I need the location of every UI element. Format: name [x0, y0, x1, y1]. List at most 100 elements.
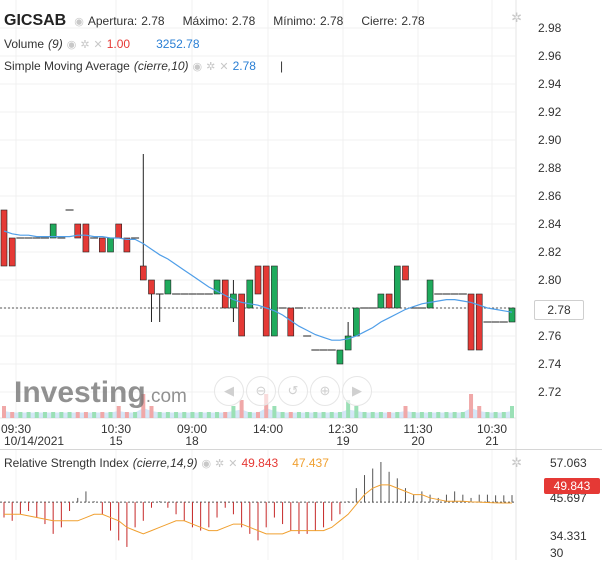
- volume-value-blue: 3252.78: [156, 37, 200, 51]
- x-tick-date: 10/14/2021: [4, 434, 64, 448]
- scroll-left-icon[interactable]: ◀: [214, 376, 244, 406]
- maximo-value: 2.78: [231, 14, 256, 28]
- candle-down: [254, 265, 262, 295]
- volume-bar: [485, 412, 490, 418]
- candle-up: [508, 307, 516, 323]
- volume-bar: [264, 394, 269, 418]
- candle-down: [115, 223, 123, 239]
- candle-up: [164, 279, 172, 295]
- x-tick-date: 18: [185, 434, 199, 448]
- volume-bar: [378, 412, 383, 418]
- close-icon[interactable]: ✕: [93, 38, 103, 51]
- volume-bar: [305, 412, 310, 418]
- volume-bar: [59, 412, 64, 418]
- apertura-label: Apertura:: [87, 14, 138, 28]
- volume-bar: [362, 412, 367, 418]
- volume-bar: [10, 412, 15, 418]
- volume-bar: [239, 400, 244, 418]
- volume-bar: [288, 412, 293, 418]
- symbol-label: GICSAB: [4, 12, 67, 29]
- candle-up: [344, 335, 352, 351]
- volume-bar: [100, 412, 105, 418]
- eye-icon[interactable]: ◉: [192, 60, 203, 73]
- volume-bar: [501, 412, 506, 418]
- logo-suffix: .com: [145, 386, 187, 407]
- volume-bar: [452, 412, 457, 418]
- y-tick-label: 2.94: [538, 77, 562, 91]
- rsi-value-orange: 47.437: [292, 456, 329, 470]
- volume-bar: [256, 412, 260, 418]
- eye-icon[interactable]: ◉: [201, 457, 212, 470]
- gear-icon[interactable]: ✲: [206, 60, 216, 73]
- x-tick-date: 19: [336, 434, 350, 448]
- candle-down: [8, 237, 16, 267]
- volume-bar: [296, 412, 301, 418]
- candle-down: [148, 279, 155, 295]
- gear-icon[interactable]: ✲: [511, 10, 522, 25]
- maximo-label: Máximo:: [182, 14, 228, 28]
- candle-down: [467, 293, 475, 351]
- candle-up: [246, 279, 254, 309]
- volume-bar: [149, 406, 154, 418]
- rsi-param: (cierre,14,9): [132, 456, 198, 470]
- y-tick-label: 2.82: [538, 245, 562, 259]
- y-tick-label: 2.72: [538, 385, 562, 399]
- volume-param: (9): [48, 37, 63, 51]
- volume-bar: [444, 412, 449, 418]
- candle-up: [213, 279, 221, 295]
- x-tick-date: 20: [411, 434, 425, 448]
- gear-icon[interactable]: ✲: [80, 38, 90, 51]
- scroll-right-icon[interactable]: ▶: [342, 376, 372, 406]
- eye-icon[interactable]: ◉: [74, 15, 84, 28]
- candle-down: [74, 223, 82, 239]
- rsi-y-tick-label: 57.063: [550, 456, 587, 470]
- x-tick-time: 09:00: [177, 422, 207, 436]
- candle-up: [271, 265, 278, 337]
- volume-bar: [370, 412, 375, 418]
- volume-bar: [231, 406, 236, 418]
- candle-up: [49, 223, 57, 239]
- gear-icon[interactable]: ✲: [511, 455, 522, 470]
- volume-bar: [337, 412, 342, 418]
- volume-bar: [272, 406, 277, 418]
- volume-bar: [387, 412, 392, 418]
- x-tick-time: 10:30: [101, 422, 131, 436]
- volume-bar: [346, 400, 351, 418]
- reset-icon[interactable]: ↺: [278, 376, 308, 406]
- volume-bar: [92, 412, 97, 418]
- volume-bar: [83, 412, 88, 418]
- volume-bar: [436, 412, 441, 418]
- rsi-y-tick-label: 30: [550, 546, 564, 560]
- volume-bar: [75, 412, 80, 418]
- eye-icon[interactable]: ◉: [66, 38, 77, 51]
- candle-down: [402, 265, 409, 281]
- x-tick-date: 21: [485, 434, 499, 448]
- candle-down: [0, 209, 8, 267]
- sma-legend: Simple Moving Average (cierre,10) ◉ ✲ ✕ …: [4, 59, 283, 73]
- volume-bar: [419, 412, 424, 418]
- volume-bar: [141, 394, 146, 418]
- rsi-legend: Relative Strength Index (cierre,14,9) ◉ …: [4, 456, 329, 470]
- candle-down: [139, 265, 147, 281]
- y-tick-label: 2.86: [538, 189, 562, 203]
- volume-bar: [395, 412, 400, 418]
- logo-main: Investing: [14, 376, 146, 409]
- candle-up: [377, 293, 385, 309]
- volume-bar: [26, 412, 31, 418]
- y-tick-label: 2.98: [538, 21, 562, 35]
- x-tick-time: 11:30: [403, 422, 432, 436]
- close-icon[interactable]: ✕: [228, 457, 238, 470]
- volume-bar: [428, 412, 433, 418]
- rsi-value-tag: 49.843: [544, 478, 600, 494]
- volume-bar: [51, 412, 56, 418]
- y-tick-label: 2.74: [538, 357, 562, 371]
- zoom-in-icon[interactable]: ⊕: [310, 376, 340, 406]
- zoom-out-icon[interactable]: ⊖: [246, 376, 276, 406]
- close-icon[interactable]: ✕: [219, 60, 229, 73]
- volume-bar: [18, 412, 23, 418]
- gear-icon[interactable]: ✲: [215, 457, 225, 470]
- volume-bar: [206, 412, 211, 418]
- volume-bar: [411, 412, 416, 418]
